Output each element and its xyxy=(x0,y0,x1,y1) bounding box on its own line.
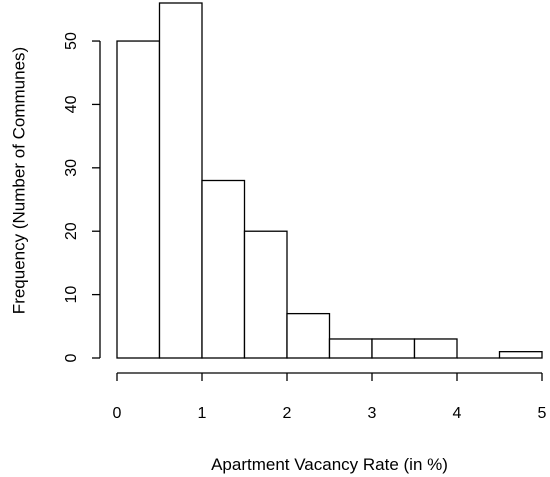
histogram-bar-3 xyxy=(243,230,288,359)
x-tick-label-2: 2 xyxy=(283,405,292,422)
histogram-bar-1 xyxy=(158,2,203,359)
y-tick-label-0: 0 xyxy=(63,353,80,362)
x-tick-label-5: 5 xyxy=(538,405,547,422)
x-tick-label-1: 1 xyxy=(198,405,207,422)
x-tick-label-4: 4 xyxy=(453,405,462,422)
y-tick-label-2: 20 xyxy=(63,222,80,240)
histogram-bar-6 xyxy=(371,338,416,359)
histogram-bar-5 xyxy=(328,338,373,359)
y-tick-label-1: 10 xyxy=(63,286,80,304)
histogram-bar-4 xyxy=(286,312,331,359)
histogram-bar-9 xyxy=(498,351,543,359)
x-tick-label-3: 3 xyxy=(368,405,377,422)
y-tick-label-3: 30 xyxy=(63,159,80,177)
y-axis: 0 10 20 30 40 50 xyxy=(63,32,101,362)
x-axis: 0 1 2 3 4 5 xyxy=(113,372,547,422)
x-tick-label-0: 0 xyxy=(113,405,122,422)
histogram-bar-7 xyxy=(413,338,458,359)
y-axis-title: Frequency (Number of Communes) xyxy=(9,47,28,314)
histogram-bar-0 xyxy=(116,40,161,359)
bars-group xyxy=(116,2,543,359)
y-tick-label-4: 40 xyxy=(63,95,80,113)
histogram-bar-2 xyxy=(201,179,246,359)
x-axis-title: Apartment Vacancy Rate (in %) xyxy=(211,455,448,474)
y-tick-label-5: 50 xyxy=(63,32,80,50)
